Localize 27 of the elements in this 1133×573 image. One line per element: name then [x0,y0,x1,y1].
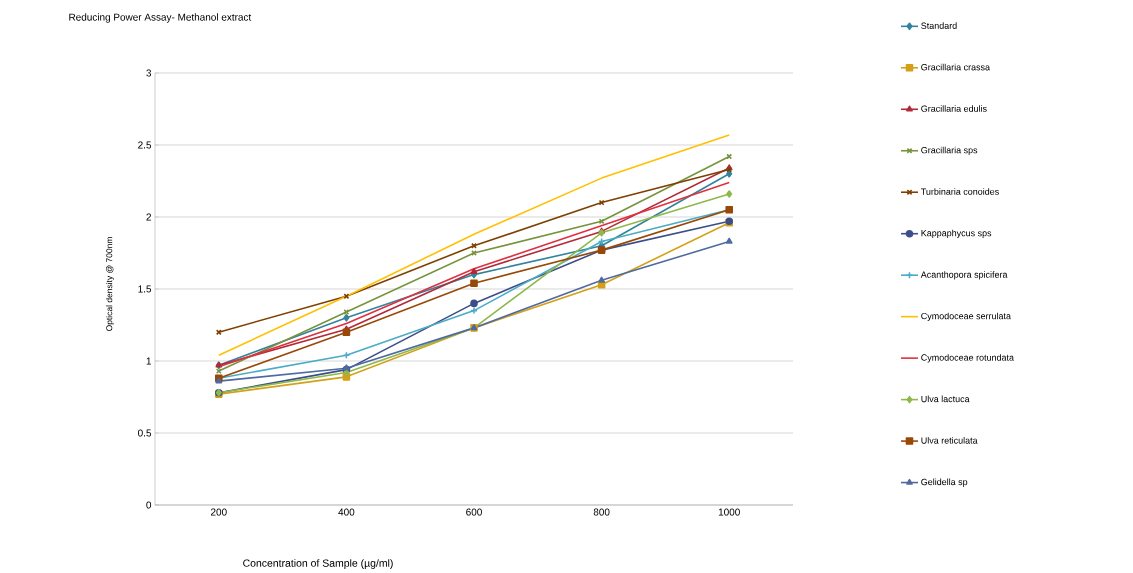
legend-label: Gracillaria edulis [921,105,987,112]
legend-label: Gelidella sp [921,478,968,487]
x-tick-label: 200 [210,508,227,516]
y-tick-label: 0.5 [138,429,152,437]
legend-label: Acanthopora spicifera [920,271,1008,280]
x-tick-label: 600 [466,508,482,516]
x-tick-label: 400 [338,508,355,516]
legend-label: Gracillaria crassa [921,63,991,71]
x-tick-label: 1000 [718,508,740,516]
y-axis-title: Optical density @ 700nm [106,237,114,331]
y-tick-label: 0 [146,501,152,509]
legend-label: Kappaphycus sps [921,229,992,239]
y-tick-label: 2.5 [138,141,152,149]
chart-title: Reducing Power Assay- Methanol extract [69,13,252,23]
legend-label: Ulva reticulata [921,437,978,444]
y-tick-label: 1 [146,357,151,365]
x-tick-label: 800 [593,508,610,516]
y-tick-label: 3 [146,69,152,77]
legend-label: Cymodoceae serrulata [921,312,1011,322]
legend-label: Gracillaria sps [921,146,978,156]
legend-label: Cymodoceae rotundata [921,354,1014,363]
legend-label: Standard [921,22,957,29]
x-axis-title: Concentration of Sample (µg/ml) [243,559,393,569]
y-tick-label: 1.5 [138,285,152,293]
legend-label: Ulva lactuca [921,395,970,403]
legend-label: Turbinaria conoides [920,188,999,195]
y-tick-label: 2 [146,213,151,221]
